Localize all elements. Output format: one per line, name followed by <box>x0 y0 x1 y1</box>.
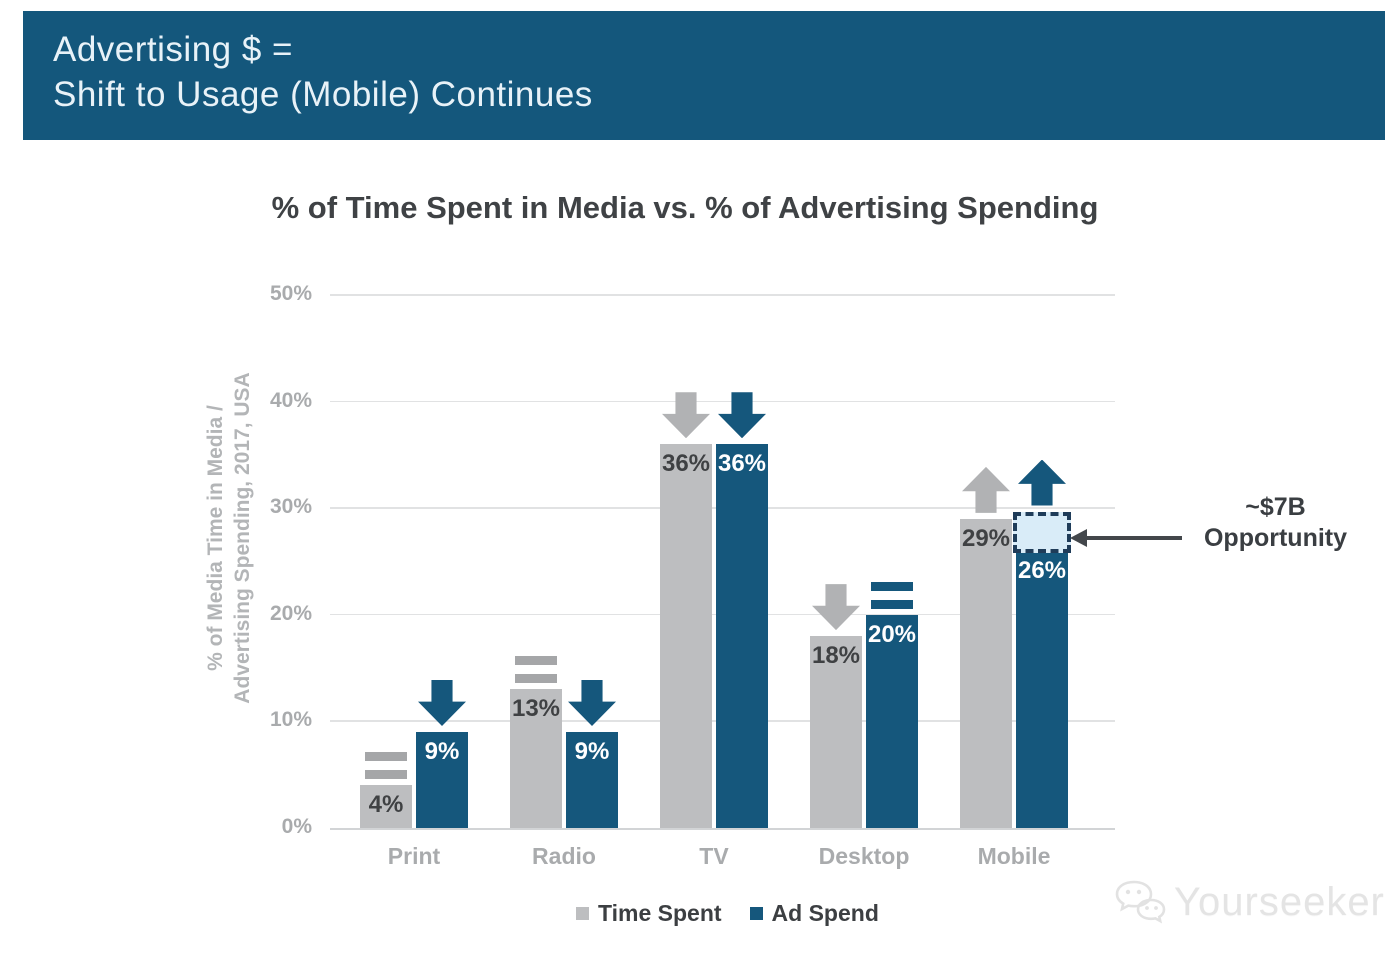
trend-equal-icon <box>515 656 557 684</box>
trend-down-arrow-icon <box>662 392 710 439</box>
opportunity-value: ~$7B <box>1245 493 1306 521</box>
trend-down-arrow-icon <box>718 392 766 439</box>
x-axis-label-tv: TV <box>699 843 729 869</box>
bar-value-label-time-spent-desktop: 18% <box>811 642 861 670</box>
equal-bar <box>515 674 557 684</box>
legend-item-ad-spend: Ad Spend <box>749 900 879 927</box>
trend-equal-icon <box>365 752 407 780</box>
bar-ad-spend-print <box>416 732 468 828</box>
y-tick-label: 30% <box>269 495 312 519</box>
chart-title: % of Time Spent in Media vs. % of Advert… <box>271 190 1099 225</box>
x-axis-label-desktop: Desktop <box>818 843 910 869</box>
bar-value-label-ad-spend-tv: 36% <box>717 450 767 478</box>
trend-down-arrow-icon <box>418 680 466 727</box>
watermark: Yourseeker <box>1106 874 1385 930</box>
equal-bar <box>365 752 407 762</box>
legend-label: Ad Spend <box>771 900 879 926</box>
opportunity-box <box>1013 511 1071 553</box>
bar-value-label-ad-spend-radio: 9% <box>574 738 610 766</box>
opportunity-annotation: ~$7B Opportunity <box>1178 492 1373 554</box>
trend-up-arrow-icon <box>962 466 1010 513</box>
trend-up-arrow-icon <box>1018 459 1066 506</box>
chat-bubbles-icon <box>1115 880 1166 924</box>
bar-ad-spend-tv <box>716 444 768 828</box>
opportunity-label: Opportunity <box>1203 524 1348 552</box>
x-axis-label-radio: Radio <box>532 843 596 869</box>
y-tick-label: 0% <box>281 815 312 838</box>
trend-down-arrow-icon <box>568 680 616 727</box>
gridline <box>330 294 1115 296</box>
header-title-line2: Shift to Usage (Mobile) Continues <box>53 75 593 114</box>
equal-bar <box>871 581 913 591</box>
x-axis-label-mobile: Mobile <box>977 843 1051 869</box>
bar-ad-spend-desktop <box>866 614 918 828</box>
bar-value-label-time-spent-radio: 13% <box>511 695 561 723</box>
legend-item-time-spent: Time Spent <box>576 900 722 927</box>
bar-time-spent-desktop <box>810 636 862 828</box>
legend-label: Time Spent <box>598 900 722 926</box>
bar-time-spent-print <box>360 785 412 828</box>
bar-time-spent-radio <box>510 689 562 828</box>
bar-value-label-time-spent-mobile: 29% <box>961 524 1011 552</box>
bar-value-label-ad-spend-print: 9% <box>424 738 460 766</box>
x-axis-line <box>330 828 1115 830</box>
bar-ad-spend-mobile <box>1016 550 1068 828</box>
legend-swatch-icon <box>576 907 589 920</box>
bar-ad-spend-radio <box>566 732 618 828</box>
watermark-text: Yourseeker <box>1174 879 1385 924</box>
legend-swatch-icon <box>749 907 763 920</box>
trend-down-arrow-icon <box>812 584 860 631</box>
bar-value-label-ad-spend-desktop: 20% <box>867 620 917 648</box>
bar-time-spent-tv <box>660 444 712 828</box>
annotation-arrow-line <box>1086 536 1182 540</box>
y-tick-label: 10% <box>269 708 312 732</box>
x-axis-label-print: Print <box>387 843 441 869</box>
gridline <box>330 400 1115 403</box>
annotation-arrow-head-icon <box>1070 529 1087 547</box>
y-tick-label: 20% <box>269 601 312 625</box>
trend-equal-icon <box>871 581 913 609</box>
equal-bar <box>515 656 557 666</box>
bar-value-label-time-spent-print: 4% <box>368 791 404 819</box>
bar-value-label-time-spent-tv: 36% <box>661 450 711 478</box>
y-tick-label: 40% <box>269 388 312 412</box>
bar-time-spent-mobile <box>960 518 1012 828</box>
header-banner: Advertising $ = Shift to Usage (Mobile) … <box>23 11 1385 140</box>
equal-bar <box>871 599 913 609</box>
legend: Time Spent Ad Spend <box>576 900 879 927</box>
bar-value-label-ad-spend-mobile: 26% <box>1017 556 1067 584</box>
equal-bar <box>365 770 407 780</box>
y-tick-label: 50% <box>269 282 312 305</box>
header-title-line1: Advertising $ = <box>53 30 293 69</box>
